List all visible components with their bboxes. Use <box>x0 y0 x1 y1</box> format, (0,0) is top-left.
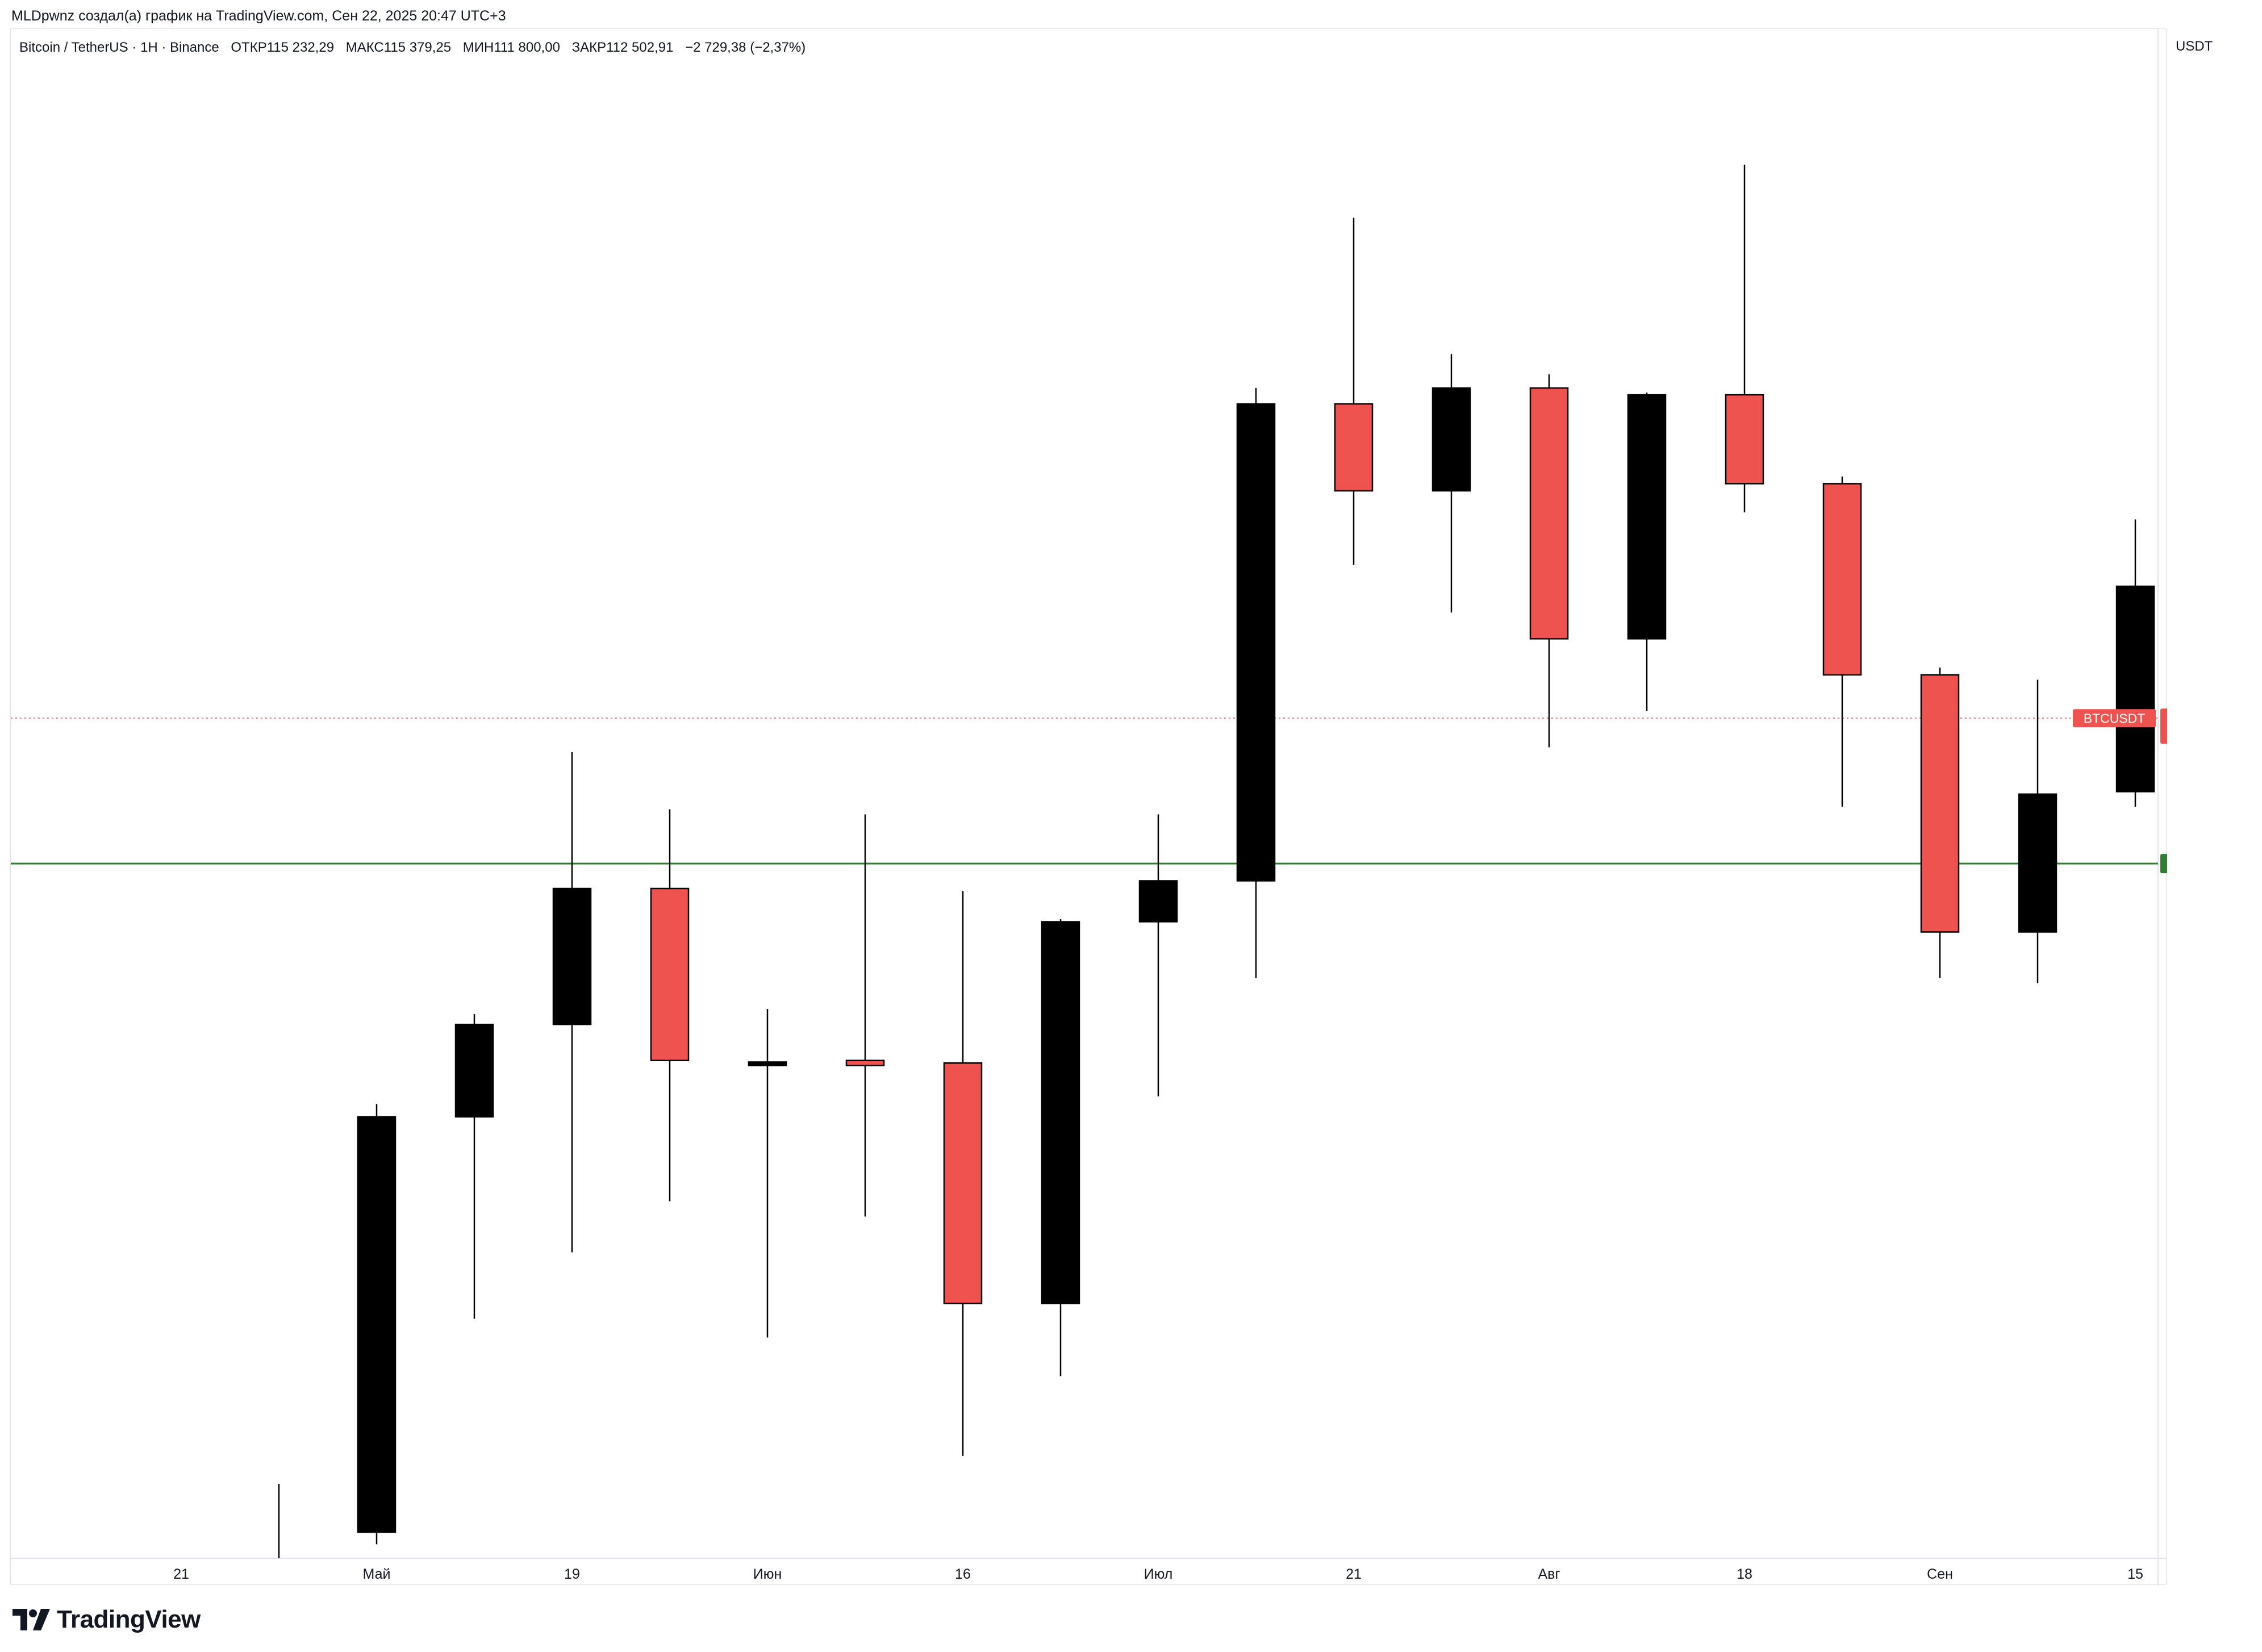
candle[interactable] <box>357 1104 397 1545</box>
symbol-badge-text: BTCUSDT <box>2084 711 2146 725</box>
price-axis-divider <box>11 29 2167 1586</box>
tradingview-logo[interactable]: TradingView <box>12 1605 201 1634</box>
candlestick-chart[interactable]: 126 000,00125 000,00124 000,00123 000,00… <box>11 29 2167 1586</box>
candle-body <box>748 1061 787 1067</box>
author-caption: MLDpwnz создал(а) график на TradingView.… <box>11 8 506 24</box>
time-tick-label: Май <box>363 1566 391 1582</box>
candle[interactable] <box>1236 388 1276 978</box>
candle[interactable] <box>552 752 592 1253</box>
candle-body <box>1627 394 1667 640</box>
last-price-badge[interactable] <box>2160 708 2167 744</box>
time-tick-label: 16 <box>955 1566 971 1582</box>
candle[interactable] <box>650 809 690 1202</box>
low-value: МИН111 800,00 <box>462 40 560 55</box>
change-value: −2 729,38 (−2,37%) <box>685 40 806 55</box>
candle-body <box>1334 403 1374 492</box>
time-tick-label: Сен <box>1927 1566 1953 1582</box>
symbol-name[interactable]: Bitcoin / TetherUS · 1H · Binance <box>19 40 219 55</box>
currency-label[interactable]: USDT <box>2176 39 2213 54</box>
candle-body <box>650 887 690 1061</box>
time-tick-label: 15 <box>2127 1566 2143 1582</box>
symbol-badge[interactable] <box>2073 709 2156 728</box>
candle[interactable] <box>1432 354 1471 613</box>
symbol-info-bar: Bitcoin / TetherUS · 1H · Binance ОТКР11… <box>19 40 813 56</box>
candle-body <box>845 1059 885 1067</box>
candle[interactable] <box>943 891 983 1456</box>
tradingview-logo-icon <box>12 1609 50 1630</box>
time-axis: Апр21Май19Июн16Июл21Авг18Сен15Окт20Ноя17… <box>173 1566 2143 1582</box>
time-tick-label: 19 <box>564 1566 580 1582</box>
candle[interactable] <box>454 1014 494 1319</box>
time-tick-label: Авг <box>1538 1566 1560 1582</box>
candle[interactable] <box>748 1009 787 1338</box>
time-tick-label: 21 <box>1346 1566 1362 1582</box>
time-tick-label: Июн <box>753 1566 782 1582</box>
price-line-labels: 109 588,00112 502,916d 7hBTCUSDT <box>2073 708 2167 874</box>
candle[interactable] <box>1627 393 1667 711</box>
candle-body <box>1041 921 1080 1304</box>
close-value: ЗАКР112 502,91 <box>571 40 674 55</box>
candle-body <box>1725 394 1764 485</box>
candle-body <box>552 887 592 1025</box>
candle-body <box>1822 483 1862 676</box>
candle-body <box>2018 793 2057 933</box>
chart-frame[interactable]: 126 000,00125 000,00124 000,00123 000,00… <box>10 28 2167 1586</box>
time-tick-label: Июл <box>1144 1566 1173 1582</box>
candle-body <box>943 1062 983 1304</box>
candle[interactable] <box>1334 218 1374 565</box>
horizontal-lines <box>11 717 2158 865</box>
candle[interactable] <box>845 814 885 1217</box>
candle-body <box>357 1116 397 1533</box>
candle[interactable] <box>1529 374 1569 748</box>
support-price-badge[interactable] <box>2160 854 2167 874</box>
candle-body <box>1432 387 1471 492</box>
candle[interactable] <box>2018 679 2057 983</box>
candle[interactable] <box>1725 164 1764 512</box>
high-value: МАКС115 379,25 <box>345 40 452 55</box>
candle[interactable] <box>1138 814 1178 1097</box>
candle-body <box>1138 880 1178 923</box>
candle[interactable] <box>1041 919 1080 1376</box>
time-tick-label: 18 <box>1737 1566 1752 1582</box>
logo-text: TradingView <box>57 1605 201 1633</box>
candle[interactable] <box>1920 668 1960 978</box>
candle[interactable] <box>2115 519 2155 807</box>
open-value: ОТКР115 232,29 <box>231 40 335 55</box>
candle-body <box>1236 403 1276 882</box>
candles <box>278 164 2155 1558</box>
candle-body <box>2115 585 2155 792</box>
candle-body <box>454 1024 494 1118</box>
candle-body <box>1529 387 1569 640</box>
candle[interactable] <box>1822 476 1862 807</box>
time-tick-label: 21 <box>173 1566 189 1582</box>
candle-body <box>1920 674 1960 933</box>
